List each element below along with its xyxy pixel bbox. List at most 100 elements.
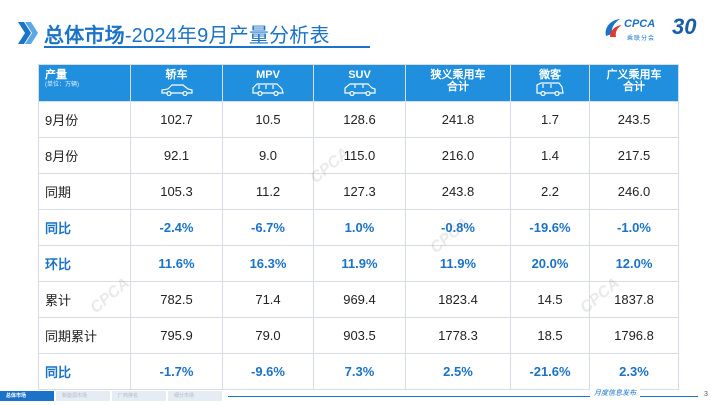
column-header-mpv: MPV	[222, 64, 314, 102]
column-header-broad-passenger: 广义乘用车 合计	[589, 64, 679, 102]
column-header-label-2: 合计	[623, 81, 645, 93]
column-header-label: SUV	[348, 69, 371, 81]
table-cell: 969.4	[313, 281, 406, 318]
column-header-minivan: 微客	[510, 64, 590, 102]
table-cell: 79.0	[222, 317, 314, 354]
footer-tab-overall[interactable]: 总体市场	[0, 391, 54, 401]
column-header-label: 广义乘用车	[606, 69, 662, 81]
table-row: 9月份 102.7 10.5 128.6 241.8 1.7 243.5	[38, 101, 679, 138]
logo-text: CPCA	[624, 18, 656, 30]
table-row: 同期累计 795.9 79.0 903.5 1778.3 18.5 1796.8	[38, 317, 679, 354]
table-cell: 11.9%	[405, 245, 511, 282]
mpv-icon	[252, 83, 284, 96]
table-cell: 11.6%	[130, 245, 223, 282]
table-cell: 903.5	[313, 317, 406, 354]
column-header-label: 轿车	[165, 69, 188, 81]
column-header-label: 微客	[539, 69, 561, 81]
table-cell: 102.7	[130, 101, 223, 138]
anniversary-badge: 30	[672, 14, 697, 39]
slide-footer: 总体市场 新能源市场 厂商排名 细分市场 月度信息发布 3	[0, 388, 720, 405]
footer-tab-nev[interactable]: 新能源市场	[56, 391, 110, 401]
row-label: 同比	[38, 209, 131, 246]
table-cell: 7.3%	[313, 353, 406, 390]
table-cell: 795.9	[130, 317, 223, 354]
page-number: 3	[704, 391, 708, 398]
slide-header: 总体市场-2024年9月产量分析表 CPCA 乘联分会 30	[0, 0, 720, 52]
table-cell: 9.0	[222, 137, 314, 174]
table-row: 同期 105.3 11.2 127.3 243.8 2.2 246.0	[38, 173, 679, 210]
table-cell: 2.3%	[589, 353, 679, 390]
table-cell: -9.6%	[222, 353, 314, 390]
table-cell: 2.2	[510, 173, 590, 210]
row-label: 同期累计	[38, 317, 131, 354]
table-cell: -2.4%	[130, 209, 223, 246]
table-cell: 115.0	[313, 137, 406, 174]
footer-tab-ranking[interactable]: 厂商排名	[112, 391, 166, 401]
table-cell: 71.4	[222, 281, 314, 318]
table-cell: 1837.8	[589, 281, 679, 318]
footer-tab-segment[interactable]: 细分市场	[168, 391, 222, 401]
table-cell: 246.0	[589, 173, 679, 210]
table-cell: 105.3	[130, 173, 223, 210]
table-row: 8月份 92.1 9.0 115.0 216.0 1.4 217.5	[38, 137, 679, 174]
table-cell: 243.5	[589, 101, 679, 138]
table-cell: 127.3	[313, 173, 406, 210]
table-cell: 12.0%	[589, 245, 679, 282]
table-cell: 2.5%	[405, 353, 511, 390]
column-header-label: 狭义乘用车	[430, 69, 486, 81]
page-title: 总体市场-2024年9月产量分析表	[44, 19, 330, 48]
table-cell: -6.7%	[222, 209, 314, 246]
cpca-swirl-icon	[605, 19, 622, 37]
footer-brand: 月度信息发布	[590, 388, 640, 398]
double-chevron-icon	[18, 22, 38, 44]
column-header-production: 产量 (单位：万辆)	[38, 64, 131, 102]
suv-icon	[343, 83, 376, 96]
row-label: 同比	[38, 353, 131, 390]
table-cell: 14.5	[510, 281, 590, 318]
table-cell: 241.8	[405, 101, 511, 138]
table-cell: 217.5	[589, 137, 679, 174]
table-row: 同比 -2.4% -6.7% 1.0% -0.8% -19.6% -1.0%	[38, 209, 679, 246]
table-cell: 11.9%	[313, 245, 406, 282]
row-label: 累计	[38, 281, 131, 318]
table-cell: 1796.8	[589, 317, 679, 354]
column-header-label: 产量	[45, 69, 67, 81]
table-cell: -1.7%	[130, 353, 223, 390]
page-title-rest: -2024年9月产量分析表	[124, 25, 330, 47]
table-cell: 1778.3	[405, 317, 511, 354]
table-cell: 92.1	[130, 137, 223, 174]
table-cell: 1823.4	[405, 281, 511, 318]
row-label: 环比	[38, 245, 131, 282]
column-header-sedan: 轿车	[130, 64, 223, 102]
table-cell: 782.5	[130, 281, 223, 318]
sedan-icon	[160, 84, 193, 96]
column-header-suv: SUV	[313, 64, 406, 102]
row-label: 8月份	[38, 137, 131, 174]
table-cell: 1.0%	[313, 209, 406, 246]
table-cell: 18.5	[510, 317, 590, 354]
table-row: 同比 -1.7% -9.6% 7.3% 2.5% -21.6% 2.3%	[38, 353, 679, 390]
page-title-bold: 总体市场	[44, 25, 125, 47]
column-header-label-2: 合计	[447, 81, 469, 93]
column-header-label: MPV	[256, 69, 280, 81]
table-row: 环比 11.6% 16.3% 11.9% 11.9% 20.0% 12.0%	[38, 245, 679, 282]
table-row: 累计 782.5 71.4 969.4 1823.4 14.5 1837.8	[38, 281, 679, 318]
table-header-row: 产量 (单位：万辆) 轿车 MPV SUV 狭义乘用车 合计 微客	[38, 64, 679, 102]
table-cell: -21.6%	[510, 353, 590, 390]
footer-section-tabs: 总体市场 新能源市场 厂商排名 细分市场	[0, 391, 224, 401]
row-label: 9月份	[38, 101, 131, 138]
table-cell: 11.2	[222, 173, 314, 210]
table-cell: 1.4	[510, 137, 590, 174]
table-cell: 1.7	[510, 101, 590, 138]
production-table: 产量 (单位：万辆) 轿车 MPV SUV 狭义乘用车 合计 微客	[38, 64, 679, 390]
table-cell: 243.8	[405, 173, 511, 210]
column-header-narrow-passenger: 狭义乘用车 合计	[405, 64, 511, 102]
table-cell: -19.6%	[510, 209, 590, 246]
table-cell: 16.3%	[222, 245, 314, 282]
footer-divider	[228, 396, 698, 397]
logo-subtext: 乘联分会	[627, 36, 656, 42]
table-cell: 128.6	[313, 101, 406, 138]
table-cell: 20.0%	[510, 245, 590, 282]
unit-label: (单位：万辆)	[45, 82, 79, 88]
title-underline	[44, 46, 370, 48]
